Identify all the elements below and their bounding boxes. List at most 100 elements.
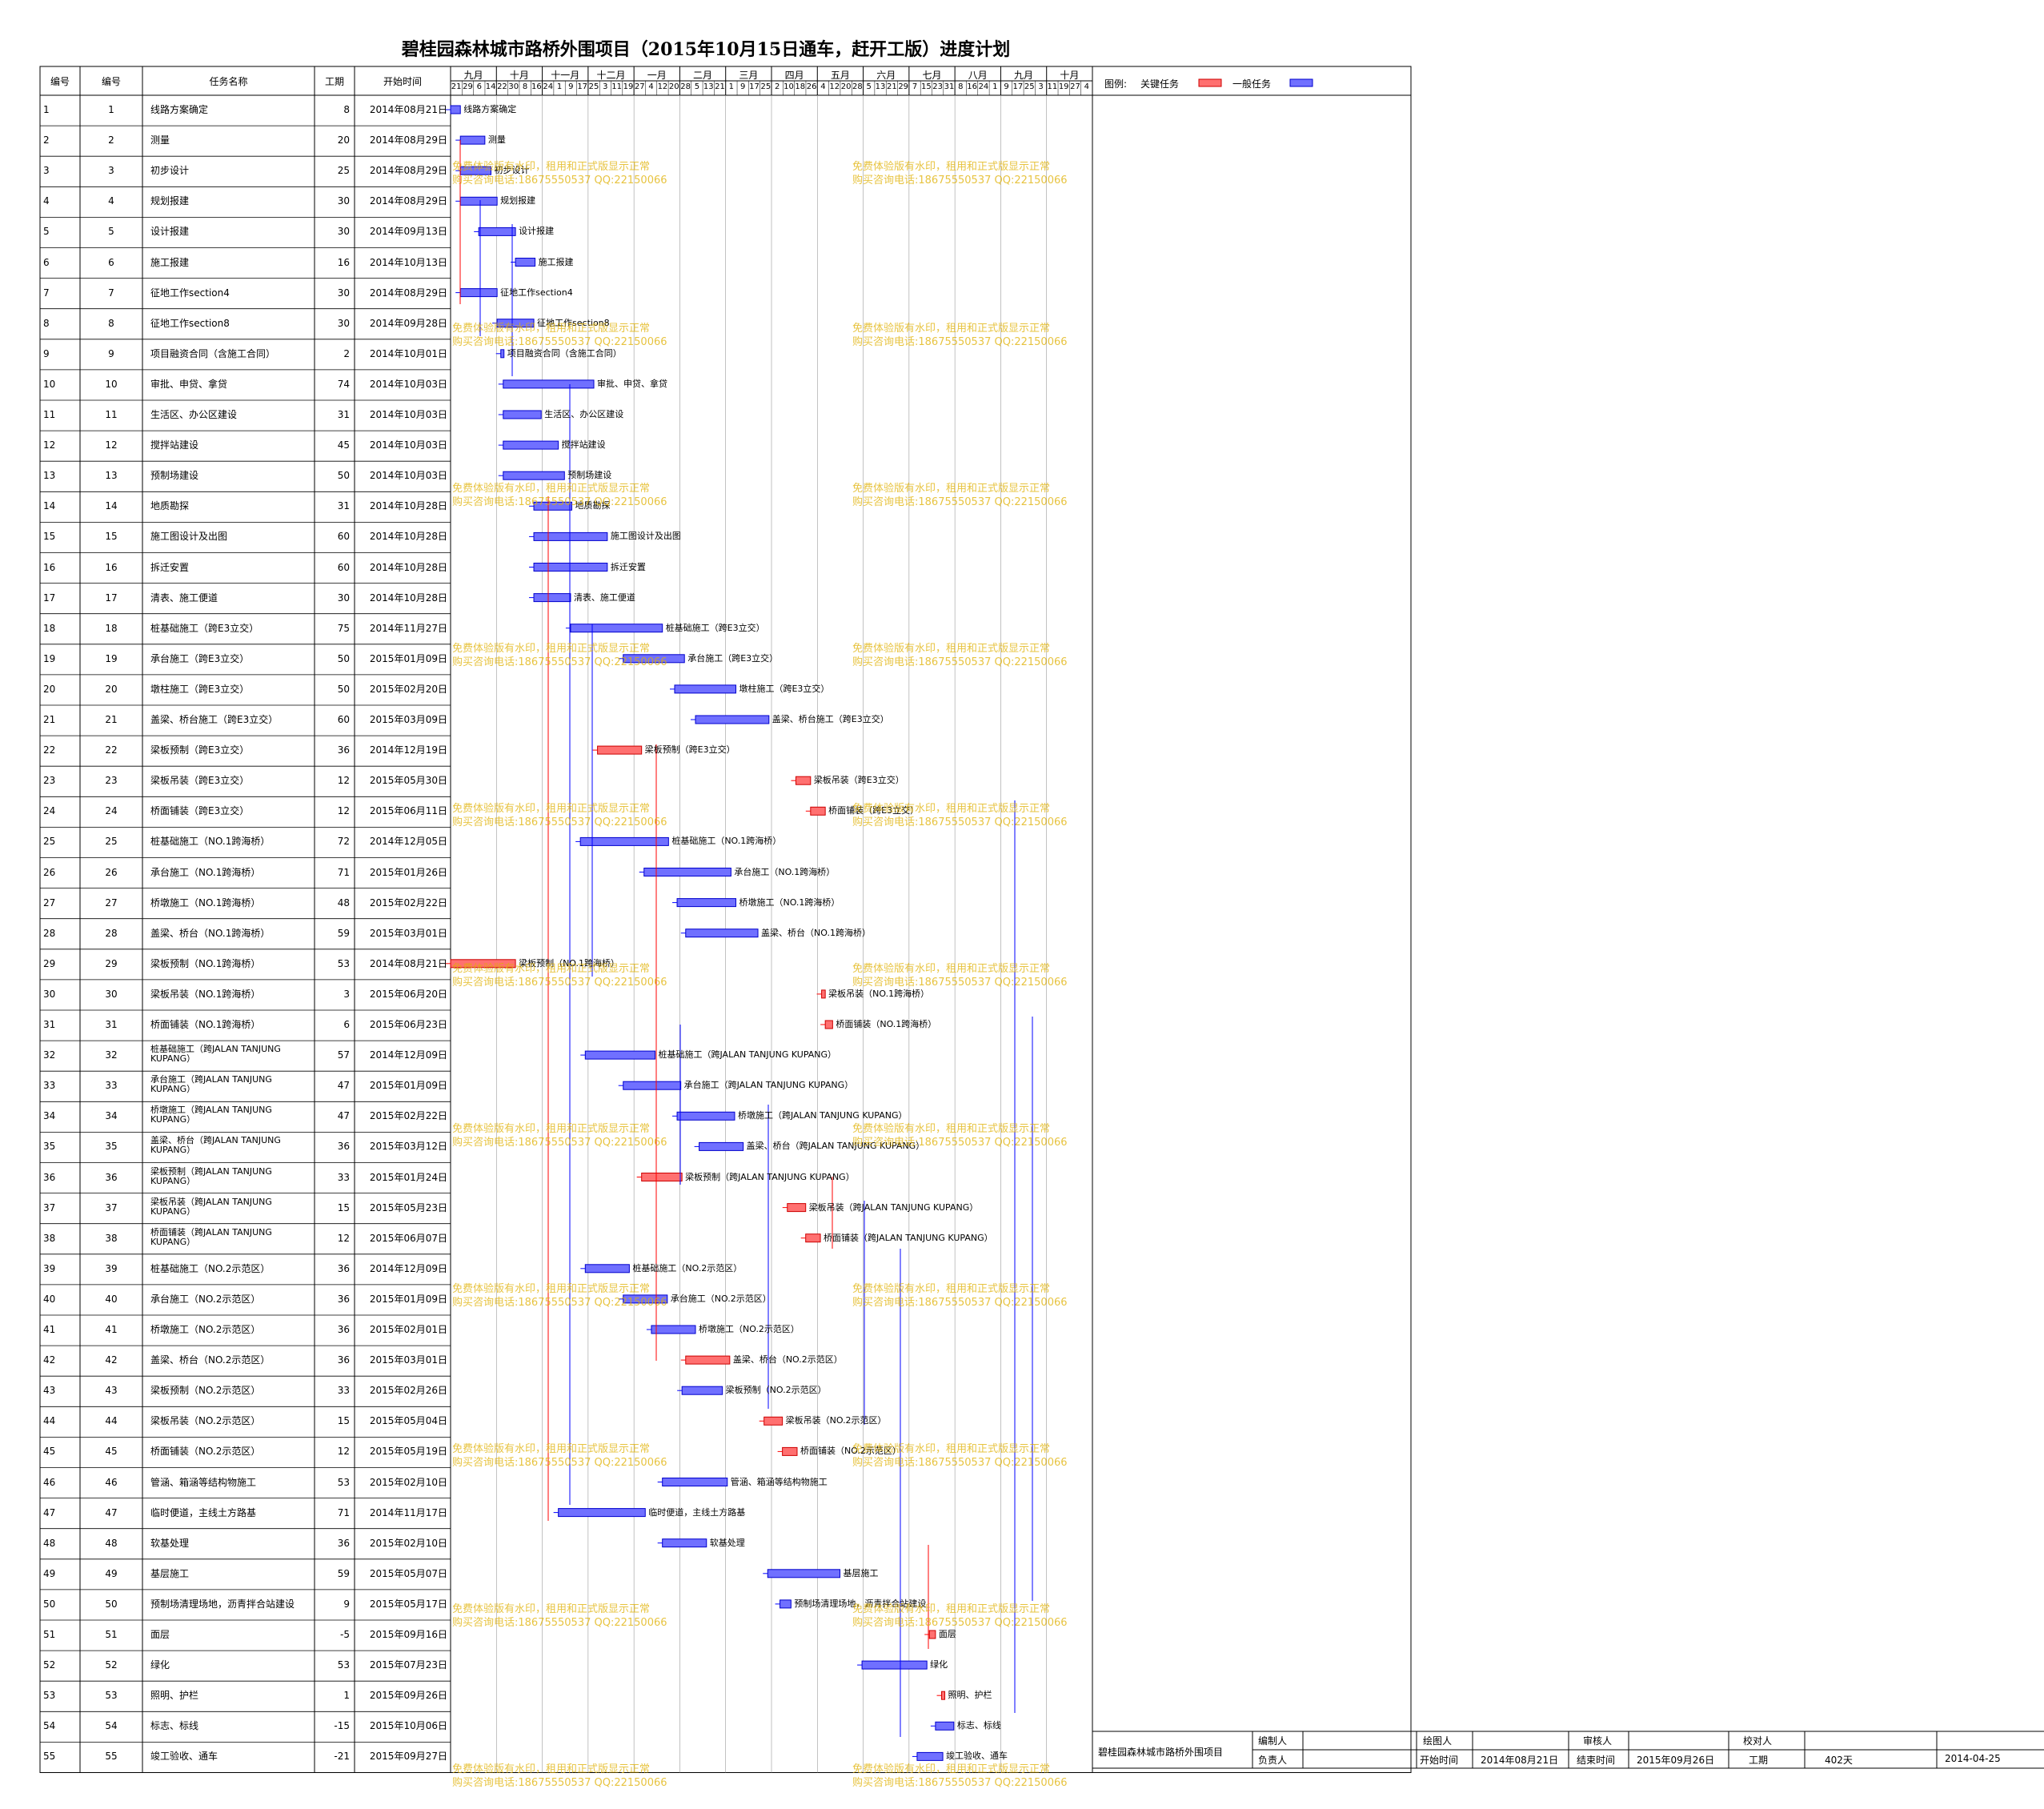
- watermark-line2: 购买咨询电话:18675550537 QQ:22150066: [452, 977, 667, 989]
- watermark-line1: 免费体验版有水印，租用和正式版显示正常: [452, 1123, 651, 1135]
- day-label: 25: [760, 82, 772, 91]
- task-start: 2014年10月03日: [369, 470, 447, 482]
- task-duration: 47: [337, 1110, 350, 1122]
- task-start: 2015年02月22日: [369, 1110, 447, 1122]
- watermark-line1: 免费体验版有水印，租用和正式版显示正常: [452, 1283, 651, 1295]
- day-label: 28: [680, 82, 691, 91]
- watermark-line1: 免费体验版有水印，租用和正式版显示正常: [852, 161, 1051, 173]
- month-label: 一月: [647, 70, 667, 81]
- task-duration: -15: [334, 1720, 350, 1732]
- task-bar-41: [651, 1325, 696, 1334]
- footer-end-value: 2015年09月26日: [1637, 1755, 1715, 1766]
- task-name: 桥墩施工（NO.2示范区）: [150, 1324, 261, 1335]
- task-bar-label: 测量: [487, 134, 506, 146]
- task-start: 2015年02月20日: [369, 683, 447, 695]
- watermark-line2: 购买咨询电话:18675550537 QQ:22150066: [852, 174, 1068, 187]
- task-duration: 31: [337, 409, 350, 420]
- task-bar-label: 梁板吊装（NO.1跨海桥）: [828, 988, 930, 999]
- watermark-line2: 购买咨询电话:18675550537 QQ:22150066: [452, 1617, 667, 1629]
- row-index: 41: [43, 1324, 56, 1335]
- task-id: 7: [108, 287, 114, 299]
- month-label: 十一月: [551, 70, 580, 81]
- day-label: 1: [728, 82, 735, 91]
- task-name: 初步设计: [150, 165, 190, 177]
- task-duration: 31: [337, 500, 350, 512]
- task-name: 标志、标线: [150, 1720, 199, 1732]
- row-index: 20: [43, 683, 56, 695]
- task-name: 梁板吊装（跨JALAN TANJUNG KUPANG）: [150, 1197, 272, 1217]
- row-index: 42: [43, 1354, 56, 1366]
- task-id: 34: [105, 1110, 118, 1122]
- task-duration: 36: [337, 1141, 350, 1153]
- task-bar-31: [824, 1020, 833, 1029]
- watermark-line2: 购买咨询电话:18675550537 QQ:22150066: [852, 336, 1068, 348]
- watermark-line2: 购买咨询电话:18675550537 QQ:22150066: [452, 496, 667, 508]
- legend-normal-swatch: [1289, 78, 1313, 87]
- task-start: 2014年10月13日: [369, 256, 447, 268]
- row-index: 24: [43, 805, 56, 817]
- day-label: 4: [820, 82, 826, 91]
- task-id: 21: [105, 714, 118, 725]
- task-start: 2014年11月17日: [369, 1506, 447, 1518]
- watermark-line2: 购买咨询电话:18675550537 QQ:22150066: [852, 656, 1068, 668]
- task-bar-35: [699, 1141, 744, 1151]
- task-start: 2015年02月22日: [369, 896, 447, 909]
- task-start: 2015年01月09日: [369, 1293, 447, 1305]
- header-col0: 编号: [50, 76, 70, 87]
- row-index: 44: [43, 1415, 56, 1427]
- day-label: 5: [866, 82, 872, 91]
- task-id: 2: [108, 134, 114, 146]
- task-bar-label: 梁板吊装（跨JALAN TANJUNG KUPANG）: [808, 1201, 979, 1213]
- watermark-line1: 免费体验版有水印，租用和正式版显示正常: [852, 1443, 1051, 1455]
- task-bar-33: [623, 1081, 682, 1090]
- day-label: 1: [992, 82, 998, 91]
- task-bar-label: 审批、申贷、拿贷: [597, 378, 667, 389]
- task-name: 征地工作section8: [150, 317, 230, 329]
- task-start: 2014年08月29日: [369, 195, 447, 207]
- task-bar-55: [916, 1751, 944, 1761]
- task-name: 盖梁、桥台（跨JALAN TANJUNG KUPANG）: [150, 1136, 281, 1156]
- task-bar-17: [533, 593, 571, 603]
- task-bar-9: [500, 349, 505, 359]
- task-id: 31: [105, 1019, 118, 1030]
- watermark-line2: 购买咨询电话:18675550537 QQ:22150066: [452, 174, 667, 187]
- legend-critical-swatch: [1198, 78, 1222, 87]
- task-name: 生活区、办公区建设: [150, 409, 238, 420]
- day-label: 26: [806, 82, 817, 91]
- footer-duration-label: 工期: [1749, 1755, 1769, 1766]
- day-label: 3: [1038, 82, 1044, 91]
- day-label: 25: [1024, 82, 1035, 91]
- day-label: 21: [715, 82, 725, 91]
- task-duration: 30: [337, 592, 350, 604]
- watermark-line2: 购买咨询电话:18675550537 QQ:22150066: [852, 977, 1068, 989]
- task-bar-label: 竣工验收、通车: [946, 1751, 1008, 1762]
- month-label: 五月: [830, 70, 850, 81]
- task-id: 39: [105, 1262, 118, 1274]
- task-bar-50: [780, 1599, 792, 1609]
- day-label: 22: [497, 82, 507, 91]
- row-index: 3: [43, 165, 50, 177]
- day-label: 20: [668, 82, 679, 91]
- task-start: 2015年05月07日: [369, 1567, 447, 1579]
- task-duration: 36: [337, 1293, 350, 1305]
- task-duration: 30: [337, 195, 350, 207]
- task-bar-label: 施工图设计及出图: [610, 531, 681, 542]
- header-col3: 工期: [324, 76, 344, 87]
- task-duration: 15: [337, 1201, 350, 1213]
- task-bar-25: [579, 836, 669, 846]
- task-id: 12: [105, 439, 118, 451]
- task-bar-label: 盖梁、桥台（跨JALAN TANJUNG KUPANG）: [746, 1141, 925, 1152]
- task-bar-label: 预制场建设: [567, 470, 612, 481]
- task-bar-label: 梁板预制（跨E3立交）: [644, 744, 735, 756]
- task-id: 32: [105, 1049, 118, 1061]
- task-bar-label: 拆迁安置: [610, 561, 646, 572]
- watermark-line1: 免费体验版有水印，租用和正式版显示正常: [852, 1763, 1051, 1775]
- task-duration: 20: [337, 134, 350, 146]
- day-label: 30: [508, 82, 519, 91]
- task-name: 管涵、箱涵等结构物施工: [150, 1476, 257, 1488]
- task-name: 承台施工（NO.1跨海桥）: [150, 866, 261, 878]
- task-start: 2014年10月28日: [369, 531, 447, 543]
- watermark-line2: 购买咨询电话:18675550537 QQ:22150066: [452, 1137, 667, 1149]
- task-name: 盖梁、桥台（NO.2示范区）: [150, 1354, 271, 1366]
- task-duration: 12: [337, 1446, 350, 1458]
